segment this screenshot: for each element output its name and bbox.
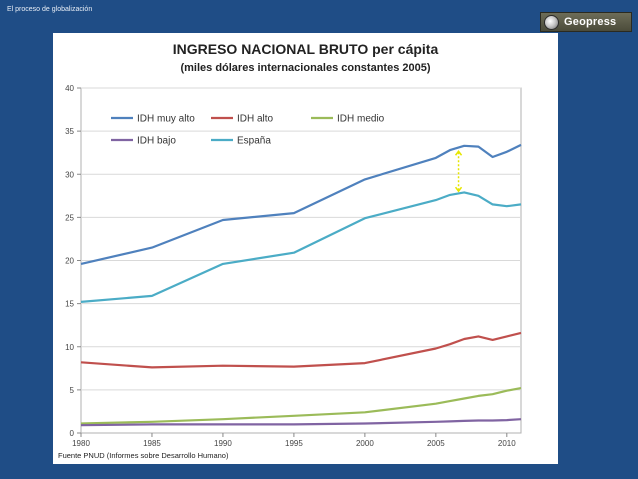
y-tick-label: 20 bbox=[65, 257, 74, 266]
x-tick-label: 1995 bbox=[285, 439, 303, 448]
slide-title: El proceso de globalización bbox=[7, 6, 93, 13]
x-tick-label: 2010 bbox=[498, 439, 516, 448]
legend-label-5: España bbox=[237, 136, 271, 147]
geopress-logo: Geopress bbox=[540, 12, 632, 32]
y-tick-label: 25 bbox=[65, 213, 74, 222]
x-tick-label: 2000 bbox=[356, 439, 374, 448]
y-tick-label: 35 bbox=[65, 127, 74, 136]
series-line-3 bbox=[80, 387, 522, 425]
chart-source: Fuente PNUD (Informes sobre Desarrollo H… bbox=[58, 451, 229, 460]
y-tick-label: 0 bbox=[70, 429, 75, 438]
x-tick-label: 1990 bbox=[214, 439, 232, 448]
x-tick-label: 1980 bbox=[72, 439, 90, 448]
chart-panel: INGRESO NACIONAL BRUTO per cápita (miles… bbox=[53, 33, 558, 464]
legend-label-4: IDH bajo bbox=[137, 136, 176, 147]
chart-title: INGRESO NACIONAL BRUTO per cápita bbox=[172, 41, 439, 57]
legend-label-1: IDH muy alto bbox=[137, 114, 195, 125]
legend-label-3: IDH medio bbox=[337, 114, 385, 125]
series-line-4 bbox=[80, 418, 522, 427]
gap-arrow-head-bottom bbox=[454, 186, 463, 193]
series-line-5 bbox=[80, 191, 522, 303]
series-line-2 bbox=[80, 331, 522, 369]
legend-label-2: IDH alto bbox=[237, 114, 274, 125]
chart-subtitle: (miles dólares internacionales constante… bbox=[180, 62, 431, 74]
y-tick-label: 30 bbox=[65, 170, 74, 179]
globe-icon bbox=[544, 14, 559, 30]
x-tick-label: 2005 bbox=[427, 439, 445, 448]
y-tick-label: 40 bbox=[65, 84, 74, 93]
series-line-1 bbox=[80, 143, 522, 265]
line-chart: 0 5 10 15 20 25 30 35 40 1980 1985 1990 1995 2000 2005… bbox=[65, 84, 522, 448]
y-tick-label: 10 bbox=[65, 343, 74, 352]
x-tick-label: 1985 bbox=[143, 439, 161, 448]
y-tick-label: 15 bbox=[65, 300, 74, 309]
gap-arrow-head-top bbox=[454, 149, 463, 156]
y-tick-label: 5 bbox=[70, 386, 75, 395]
logo-text: Geopress bbox=[564, 16, 617, 28]
